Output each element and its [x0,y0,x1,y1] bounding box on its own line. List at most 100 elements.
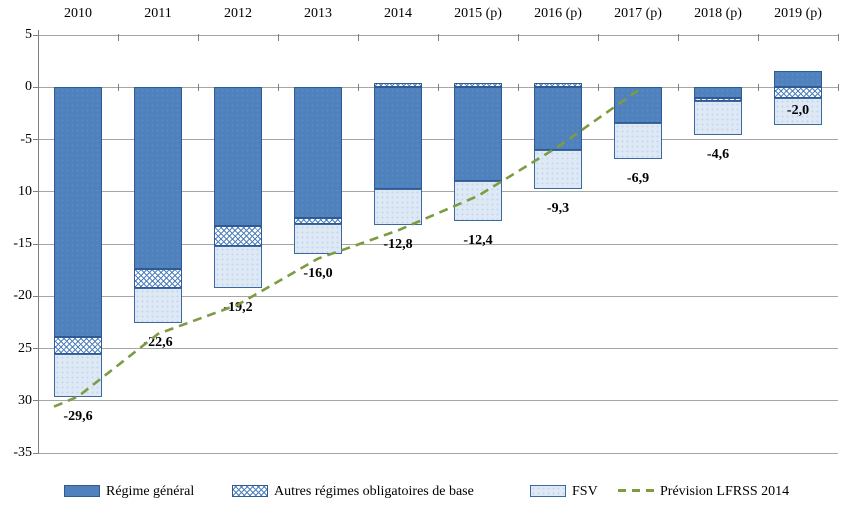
y-axis-tick [33,139,38,140]
bar-total-label: -2,0 [786,102,810,118]
y-axis-label: 30 [18,392,32,408]
bar-total-label: -22,6 [143,335,173,351]
bar-segment-regime-general [294,87,342,218]
bar-segment-fsv [454,181,502,221]
bar-segment-fsv [614,122,662,160]
y-axis-tick [33,295,38,297]
y-axis-tick [33,452,38,454]
bar-total-label: -16,0 [303,266,333,282]
legend-swatch-solid-icon [64,485,100,497]
y-axis-tick [33,348,38,349]
x-axis-label: 2019 (p) [774,6,822,21]
category-tick-zero [357,84,359,92]
bar-total-label: -29,6 [63,408,93,424]
y-axis-tick [33,34,38,36]
category-tick-top [757,34,759,41]
bar-segment-regime-general [374,87,422,189]
bar-segment-regime-general [214,87,262,227]
legend-label: FSV [572,484,598,499]
bar-segment-regime-general [614,87,662,123]
category-tick-zero [117,84,119,92]
category-tick-zero [517,84,519,92]
bar-segment-autres-regimes [214,226,262,247]
category-tick-top [517,34,519,41]
bar-segment-fsv [214,246,262,288]
bar-segment-regime-general [534,87,582,150]
bar-segment-regime-general [694,87,742,98]
x-axis-label: 2012 [224,6,252,21]
legend-swatch-hatch-icon [232,485,268,497]
category-tick-top [437,34,439,41]
bar-total-label: -4,6 [706,147,730,163]
legend-label: Prévision LFRSS 2014 [660,484,790,499]
x-axis-label: 2015 (p) [454,6,502,21]
bar-segment-regime-general [134,87,182,270]
y-axis-tick [33,86,38,88]
category-tick-zero [837,84,839,92]
bar-segment-autres-regimes [134,269,182,288]
y-axis-tick [33,191,38,193]
x-axis-label: 2016 (p) [534,6,582,21]
y-axis-label: 5 [25,27,32,42]
gridline [38,400,838,402]
legend-item-autres-regimes: Autres régimes obligatoires de base [232,482,474,499]
category-tick-zero [277,84,279,92]
y-axis-label: -20 [13,288,32,304]
bar-segment-autres-regimes [454,83,502,88]
legend-swatch-light-icon [530,485,566,497]
y-axis-label: -35 [13,445,32,460]
x-axis-label: 2018 (p) [694,6,742,21]
category-tick-top [677,34,679,41]
y-axis-label: 10 [18,183,32,199]
category-tick-top [117,34,119,41]
y-axis-label: -15 [13,236,32,251]
bar-total-label: -12,4 [463,233,493,248]
bar-segment-autres-regimes [534,83,582,88]
bar-segment-fsv [54,353,102,397]
category-tick-zero [677,84,679,92]
legend-label: Autres régimes obligatoires de base [274,484,474,499]
category-tick-top [37,34,39,41]
category-tick-zero [37,84,39,92]
legend-label: Régime général [106,484,195,499]
bar-segment-fsv [374,188,422,226]
category-tick-zero [757,84,759,92]
y-axis-label: 0 [25,79,32,95]
bar-segment-fsv [294,224,342,255]
y-axis-tick [33,243,38,245]
bar-total-label: -9,3 [546,200,570,216]
bar-segment-regime-general [774,70,822,88]
x-axis-label: 2011 [144,6,172,21]
legend-item-fsv: FSV [530,482,598,499]
x-axis-label: 2014 [384,6,412,21]
bar-segment-fsv [774,97,822,125]
category-tick-top [357,34,359,41]
category-tick-zero [197,84,199,92]
bar-total-label: -12,8 [383,237,413,253]
bar-segment-autres-regimes [54,337,102,354]
gridline [38,452,838,454]
legend-item-prevision-lfrss-2014: Prévision LFRSS 2014 [618,482,790,499]
x-axis-label: 2010 [64,6,92,21]
bar-segment-regime-general [54,87,102,337]
y-axis-line [38,30,39,454]
category-tick-top [597,34,599,41]
legend-item-regime-general: Régime général [64,482,195,499]
category-tick-zero [437,84,439,92]
bar-segment-regime-general [454,87,502,182]
bar-total-label: -6,9 [626,171,650,187]
bar-total-label: -19,2 [223,299,253,315]
x-axis-label: 2017 (p) [614,6,662,21]
bar-segment-fsv [134,287,182,324]
bar-segment-fsv [694,100,742,136]
bar-segment-autres-regimes [374,83,422,88]
x-axis-label: 2013 [304,6,332,21]
bar-segment-autres-regimes [774,87,822,98]
y-axis-label: -5 [20,131,32,147]
category-tick-top [837,34,839,41]
category-tick-zero [597,84,599,92]
y-axis-label: 25 [18,340,32,356]
bar-segment-autres-regimes [694,97,742,101]
